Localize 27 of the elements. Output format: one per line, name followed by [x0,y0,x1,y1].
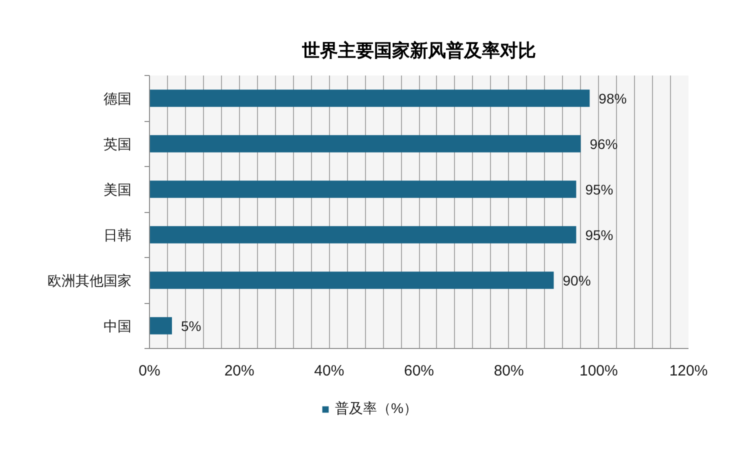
y-tick-label: 美国 [104,181,132,198]
y-tick-label: 日韩 [104,226,132,243]
data-label: 98% [598,90,627,106]
bar [150,135,581,152]
y-tick-label: 德国 [104,90,132,106]
bar [150,317,172,334]
x-tick-label: 80% [494,362,524,380]
bar [150,226,576,244]
bar [150,180,576,198]
x-tick-label: 120% [669,362,708,380]
x-tick-label: 100% [579,362,618,380]
data-label: 95% [585,226,614,243]
bar [150,90,590,107]
chart-title: 世界主要国家新风普及率对比 [301,40,536,60]
x-tick-label: 60% [404,362,434,380]
bar [150,272,554,289]
x-tick-label: 40% [314,362,344,380]
x-tick-label: 0% [138,362,160,380]
y-tick-label: 英国 [104,136,132,152]
y-tick-label: 中国 [104,318,132,334]
data-label: 5% [180,318,202,334]
x-tick-label: 20% [224,362,254,380]
data-label: 95% [585,181,614,198]
data-label: 96% [590,136,618,152]
y-tick-label: 欧洲其他国家 [48,272,132,288]
data-label: 90% [562,272,591,288]
legend-label: 普及率（%） [335,400,418,418]
